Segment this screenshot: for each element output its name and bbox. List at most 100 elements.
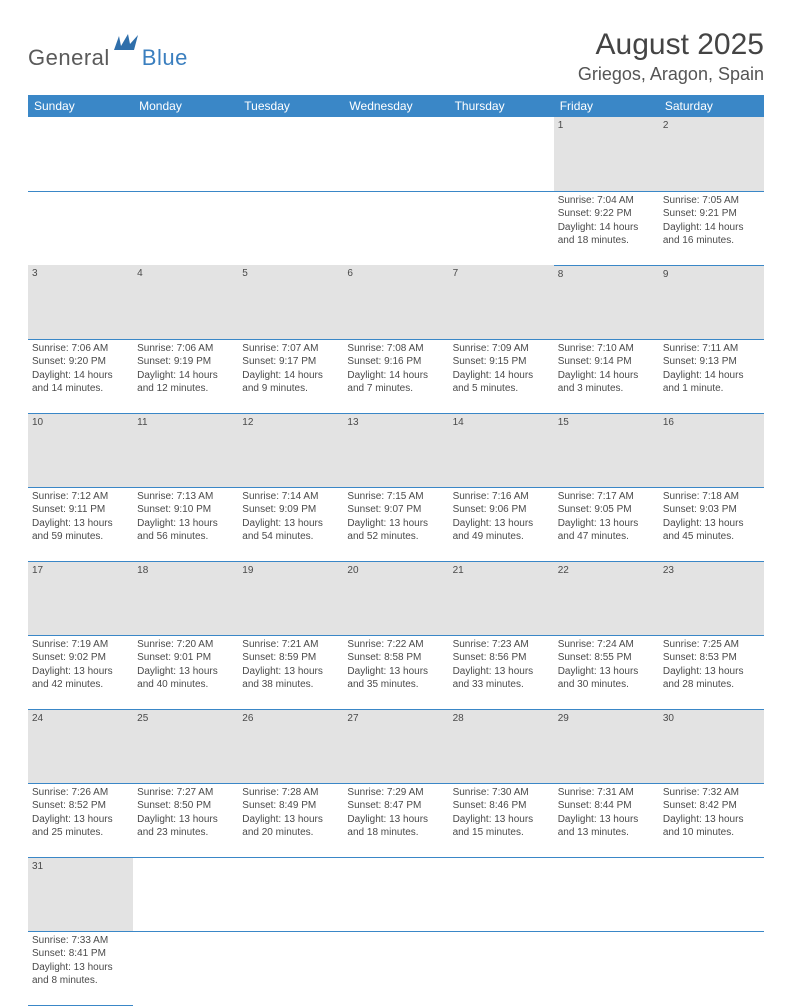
day-number-cell: 13 (343, 413, 448, 487)
day-number-cell: 6 (343, 265, 448, 339)
daylight-line-1: Daylight: 14 hours (137, 369, 234, 383)
day-number-cell: 27 (343, 709, 448, 783)
sunset-line: Sunset: 9:22 PM (558, 207, 655, 221)
daylight-line-1: Daylight: 13 hours (663, 665, 760, 679)
sunset-line: Sunset: 8:42 PM (663, 799, 760, 813)
day-number-cell: 8 (554, 265, 659, 339)
daylight-line-2: and 1 minute. (663, 382, 760, 396)
sunrise-line: Sunrise: 7:24 AM (558, 638, 655, 652)
daylight-line-2: and 18 minutes. (347, 826, 444, 840)
daylight-line-1: Daylight: 14 hours (558, 221, 655, 235)
daylight-line-2: and 10 minutes. (663, 826, 760, 840)
weekday-header: Monday (133, 95, 238, 117)
day-number-cell: 17 (28, 561, 133, 635)
day-number-cell (238, 117, 343, 191)
sunrise-line: Sunrise: 7:26 AM (32, 786, 129, 800)
sunrise-line: Sunrise: 7:15 AM (347, 490, 444, 504)
day-cell: Sunrise: 7:23 AMSunset: 8:56 PMDaylight:… (449, 635, 554, 709)
sunset-line: Sunset: 9:13 PM (663, 355, 760, 369)
daylight-line-2: and 23 minutes. (137, 826, 234, 840)
day-number-cell (238, 857, 343, 931)
daylight-line-1: Daylight: 14 hours (558, 369, 655, 383)
day-cell: Sunrise: 7:22 AMSunset: 8:58 PMDaylight:… (343, 635, 448, 709)
day-number-cell: 20 (343, 561, 448, 635)
day-number-cell (133, 117, 238, 191)
daylight-line-2: and 49 minutes. (453, 530, 550, 544)
daylight-line-2: and 35 minutes. (347, 678, 444, 692)
brand-logo: General Blue (28, 28, 188, 71)
day-cell: Sunrise: 7:16 AMSunset: 9:06 PMDaylight:… (449, 487, 554, 561)
sunrise-line: Sunrise: 7:32 AM (663, 786, 760, 800)
heading-block: August 2025 Griegos, Aragon, Spain (578, 28, 764, 85)
day-cell (133, 931, 238, 1005)
daylight-line-1: Daylight: 13 hours (453, 813, 550, 827)
daylight-line-1: Daylight: 13 hours (137, 813, 234, 827)
day-number-cell: 22 (554, 561, 659, 635)
day-cell: Sunrise: 7:15 AMSunset: 9:07 PMDaylight:… (343, 487, 448, 561)
day-number-cell: 2 (659, 117, 764, 191)
daylight-line-2: and 16 minutes. (663, 234, 760, 248)
day-number-cell: 29 (554, 709, 659, 783)
sunset-line: Sunset: 9:02 PM (32, 651, 129, 665)
daylight-line-1: Daylight: 14 hours (347, 369, 444, 383)
sunset-line: Sunset: 8:58 PM (347, 651, 444, 665)
sunrise-line: Sunrise: 7:14 AM (242, 490, 339, 504)
daylight-line-2: and 56 minutes. (137, 530, 234, 544)
sunrise-line: Sunrise: 7:29 AM (347, 786, 444, 800)
day-number-cell (133, 857, 238, 931)
day-cell: Sunrise: 7:27 AMSunset: 8:50 PMDaylight:… (133, 783, 238, 857)
day-cell: Sunrise: 7:19 AMSunset: 9:02 PMDaylight:… (28, 635, 133, 709)
sunset-line: Sunset: 8:41 PM (32, 947, 129, 961)
sunset-line: Sunset: 9:20 PM (32, 355, 129, 369)
day-number-cell: 7 (449, 265, 554, 339)
sunset-line: Sunset: 9:14 PM (558, 355, 655, 369)
day-cell (554, 931, 659, 1005)
day-number-cell: 23 (659, 561, 764, 635)
daylight-line-2: and 18 minutes. (558, 234, 655, 248)
sunrise-line: Sunrise: 7:27 AM (137, 786, 234, 800)
daylight-line-2: and 45 minutes. (663, 530, 760, 544)
daylight-line-1: Daylight: 13 hours (32, 813, 129, 827)
day-number-cell: 9 (659, 265, 764, 339)
daylight-line-2: and 15 minutes. (453, 826, 550, 840)
sunset-line: Sunset: 9:01 PM (137, 651, 234, 665)
sunset-line: Sunset: 9:03 PM (663, 503, 760, 517)
flag-icon (114, 34, 140, 57)
daylight-line-1: Daylight: 13 hours (242, 517, 339, 531)
day-cell (133, 191, 238, 265)
sunset-line: Sunset: 9:16 PM (347, 355, 444, 369)
day-number-cell: 19 (238, 561, 343, 635)
day-number-cell (28, 117, 133, 191)
sunrise-line: Sunrise: 7:04 AM (558, 194, 655, 208)
sunset-line: Sunset: 8:52 PM (32, 799, 129, 813)
daylight-line-2: and 14 minutes. (32, 382, 129, 396)
weekday-header: Sunday (28, 95, 133, 117)
daylight-line-1: Daylight: 13 hours (242, 813, 339, 827)
day-cell: Sunrise: 7:06 AMSunset: 9:19 PMDaylight:… (133, 339, 238, 413)
day-cell: Sunrise: 7:14 AMSunset: 9:09 PMDaylight:… (238, 487, 343, 561)
day-cell: Sunrise: 7:26 AMSunset: 8:52 PMDaylight:… (28, 783, 133, 857)
sunrise-line: Sunrise: 7:30 AM (453, 786, 550, 800)
day-number-cell: 25 (133, 709, 238, 783)
day-number-cell: 31 (28, 857, 133, 931)
sunrise-line: Sunrise: 7:25 AM (663, 638, 760, 652)
brand-part2: Blue (142, 45, 188, 71)
day-cell (449, 191, 554, 265)
day-cell (343, 191, 448, 265)
day-cell: Sunrise: 7:09 AMSunset: 9:15 PMDaylight:… (449, 339, 554, 413)
day-cell (343, 931, 448, 1005)
day-number-cell: 14 (449, 413, 554, 487)
daylight-line-2: and 9 minutes. (242, 382, 339, 396)
daylight-line-1: Daylight: 13 hours (347, 517, 444, 531)
day-cell: Sunrise: 7:04 AMSunset: 9:22 PMDaylight:… (554, 191, 659, 265)
daylight-line-1: Daylight: 14 hours (453, 369, 550, 383)
daylight-line-2: and 8 minutes. (32, 974, 129, 988)
daylight-line-2: and 54 minutes. (242, 530, 339, 544)
day-number-cell: 5 (238, 265, 343, 339)
day-number-cell: 18 (133, 561, 238, 635)
sunrise-line: Sunrise: 7:23 AM (453, 638, 550, 652)
header-bar: General Blue August 2025 Griegos, Aragon… (28, 28, 764, 85)
day-number-cell: 30 (659, 709, 764, 783)
sunset-line: Sunset: 8:53 PM (663, 651, 760, 665)
weekday-header: Tuesday (238, 95, 343, 117)
